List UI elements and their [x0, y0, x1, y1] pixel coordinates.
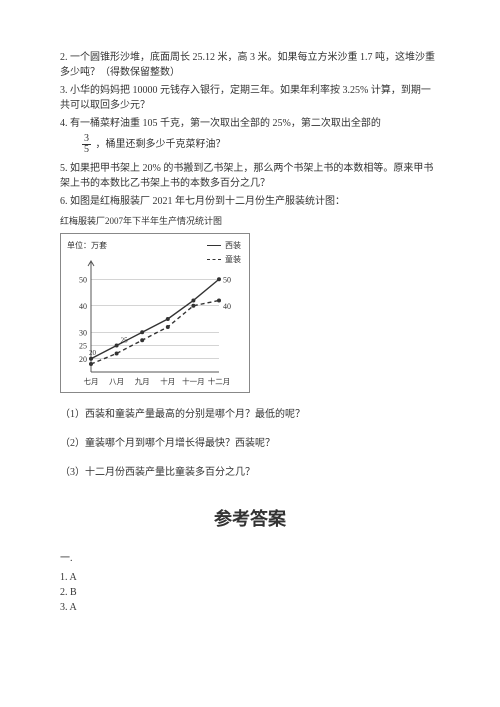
subquestion-2: （2）童装哪个月到哪个月增长得最快？西装呢？ [60, 436, 440, 451]
svg-text:九月: 九月 [135, 377, 150, 386]
svg-text:十二月: 十二月 [208, 376, 231, 386]
legend-solid-swatch [207, 245, 221, 246]
legend-dash-swatch [207, 259, 221, 260]
svg-text:七月: 七月 [84, 377, 99, 386]
problem-2: 2. 一个圆锥形沙堆，底面周长 25.12 米，高 3 米。如果每立方米沙重 1… [60, 50, 440, 80]
subquestion-3: （3）十二月份西装产量比童装多百分之几？ [60, 465, 440, 480]
svg-text:40: 40 [79, 301, 87, 310]
answers-section: 一. 1. A 2. B 3. A [60, 551, 440, 615]
problem-4: 4. 有一桶菜籽油重 105 千克，第一次取出全部的 25%，第二次取出全部的 [60, 116, 440, 131]
chart-unit-label: 单位：万套 [67, 240, 107, 252]
svg-text:十月: 十月 [160, 376, 175, 386]
answer-3: 3. A [60, 600, 440, 615]
problem-4-line2: 3 5 ，桶里还剩多少千克菜籽油？ [60, 134, 440, 155]
svg-text:20: 20 [89, 348, 97, 356]
answer-2: 2. B [60, 585, 440, 600]
problem-5: 5. 如果把甲书架上 20% 的书搬到乙书架上，那么两个书架上书的本数相等。原来… [60, 161, 440, 191]
svg-text:50: 50 [223, 275, 231, 284]
svg-text:40: 40 [223, 301, 231, 310]
subquestion-1: （1）西装和童装产量最高的分别是哪个月？最低的呢？ [60, 407, 440, 422]
answer-1: 1. A [60, 570, 440, 585]
chart-title: 红梅服装厂2007年下半年生产情况统计图 [60, 215, 440, 229]
chart-box: 单位：万套 西装 童装 5040302520七月八月九月十月十一月十二月2520… [60, 233, 250, 393]
svg-text:十一月: 十一月 [182, 376, 205, 386]
legend-solid-row: 西装 [207, 240, 241, 252]
legend-dash-row: 童装 [207, 254, 241, 266]
fraction-3-5: 3 5 [82, 134, 91, 155]
svg-text:25: 25 [121, 336, 129, 344]
svg-text:20: 20 [79, 354, 87, 363]
problem-6: 6. 如图是红梅服装厂 2021 年七月份到十二月份生产服装统计图： [60, 194, 440, 209]
answers-title: 参考答案 [60, 506, 440, 533]
svg-text:30: 30 [79, 328, 87, 337]
fraction-denominator: 5 [82, 145, 91, 155]
chart-container: 红梅服装厂2007年下半年生产情况统计图 单位：万套 西装 童装 50 40 30 2… [60, 215, 440, 393]
chart-legend: 西装 童装 [207, 240, 241, 268]
problem-4-text-a: 4. 有一桶菜籽油重 105 千克，第一次取出全部的 25%，第二次取出全部的 [60, 118, 381, 129]
legend-solid-label: 西装 [225, 240, 241, 252]
svg-text:25: 25 [79, 341, 87, 350]
problem-3: 3. 小华的妈妈把 10000 元钱存入银行，定期三年。如果年利率按 3.25%… [60, 83, 440, 113]
problem-4-text-b: ，桶里还剩多少千克菜籽油？ [96, 139, 226, 150]
legend-dash-label: 童装 [225, 254, 241, 266]
answers-heading: 一. [60, 551, 440, 566]
svg-text:50: 50 [79, 275, 87, 284]
svg-text:八月: 八月 [109, 377, 124, 386]
